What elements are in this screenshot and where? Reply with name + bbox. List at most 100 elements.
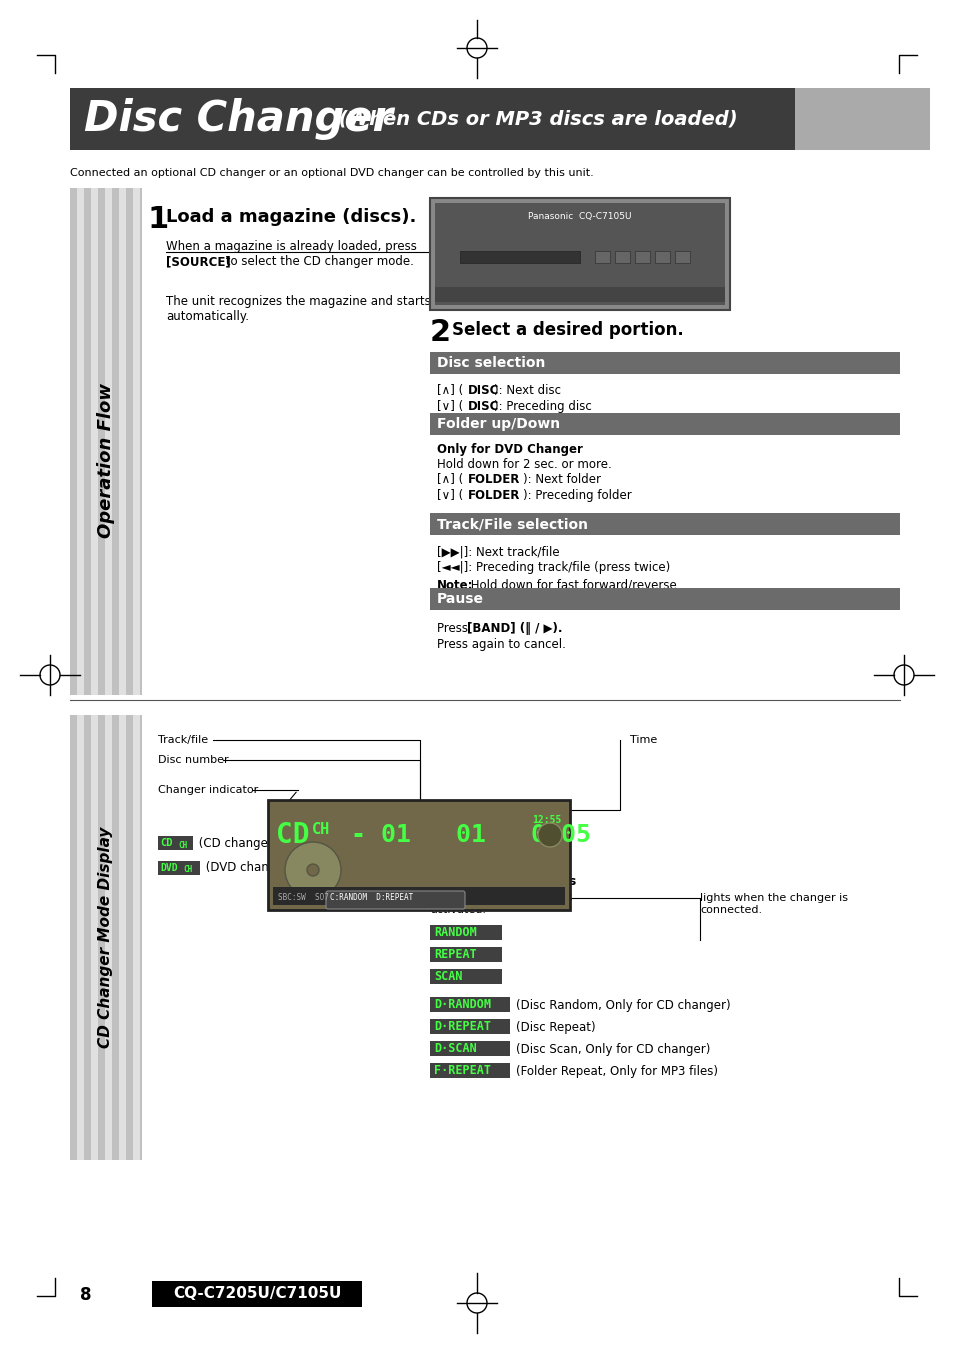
Bar — [98, 715, 105, 1161]
Bar — [430, 925, 501, 940]
Bar — [675, 251, 689, 263]
Text: Connected an optional CD changer or an optional DVD changer can be controlled by: Connected an optional CD changer or an o… — [70, 168, 593, 178]
Bar — [435, 286, 724, 303]
Text: Press again to cancel.: Press again to cancel. — [436, 638, 565, 651]
Text: - 01   01   0'05: - 01 01 0'05 — [335, 823, 590, 847]
Text: D·RANDOM: D·RANDOM — [434, 998, 491, 1012]
Text: (When CDs or MP3 discs are loaded): (When CDs or MP3 discs are loaded) — [332, 109, 737, 128]
Bar — [158, 836, 193, 850]
Text: [∧] (: [∧] ( — [436, 473, 463, 486]
Bar — [105, 715, 112, 1161]
Bar — [430, 1019, 510, 1034]
Text: When a magazine is already loaded, press: When a magazine is already loaded, press — [166, 240, 416, 253]
Text: Folder up/Down: Folder up/Down — [436, 417, 559, 431]
Bar — [140, 188, 142, 694]
Bar — [430, 947, 501, 962]
Bar — [268, 800, 569, 911]
Bar — [430, 997, 510, 1012]
Bar — [70, 88, 794, 150]
Bar — [152, 1281, 361, 1306]
Text: D·SCAN: D·SCAN — [434, 1043, 476, 1055]
Text: [SOURCE]: [SOURCE] — [166, 255, 231, 267]
Bar — [84, 188, 91, 694]
Bar — [77, 188, 84, 694]
Bar — [91, 715, 98, 1161]
Text: [∧] (: [∧] ( — [436, 384, 463, 397]
Text: lights when each mode is: lights when each mode is — [430, 893, 572, 902]
Text: ): Next folder: ): Next folder — [522, 473, 600, 486]
Text: lights when the changer is: lights when the changer is — [700, 893, 847, 902]
Bar — [105, 188, 112, 694]
Bar — [119, 188, 126, 694]
Text: SCAN: SCAN — [434, 970, 462, 984]
Text: C:RANDOM  D:REPEAT: C:RANDOM D:REPEAT — [330, 893, 413, 902]
Text: REPEAT: REPEAT — [434, 948, 476, 962]
Bar — [126, 188, 132, 694]
Text: 8: 8 — [80, 1286, 91, 1304]
Text: CD: CD — [275, 821, 309, 848]
Text: Changer indicator: Changer indicator — [158, 785, 258, 794]
Text: Pause: Pause — [436, 592, 483, 607]
Bar — [430, 969, 501, 984]
Bar — [70, 715, 77, 1161]
Bar — [112, 188, 119, 694]
Text: CH: CH — [183, 866, 193, 874]
Bar — [126, 715, 132, 1161]
Bar — [430, 513, 899, 535]
Bar — [655, 251, 669, 263]
Text: DVD: DVD — [160, 863, 177, 873]
Bar — [77, 715, 84, 1161]
Text: Press: Press — [436, 621, 471, 635]
Circle shape — [285, 842, 340, 898]
Bar — [91, 188, 98, 694]
Text: D·REPEAT: D·REPEAT — [434, 1020, 491, 1034]
Text: Disc Changer: Disc Changer — [84, 99, 393, 141]
Text: ): Next disc: ): Next disc — [494, 384, 560, 397]
Bar — [430, 1063, 510, 1078]
Text: Only for DVD Changer: Only for DVD Changer — [436, 443, 582, 457]
Text: connected.: connected. — [700, 905, 761, 915]
Bar — [84, 715, 91, 1161]
Text: Disc selection: Disc selection — [436, 357, 545, 370]
Text: ): Preceding folder: ): Preceding folder — [522, 489, 631, 503]
Text: [▶▶|]: Next track/file: [▶▶|]: Next track/file — [436, 544, 559, 558]
Text: (Disc Repeat): (Disc Repeat) — [516, 1020, 595, 1034]
Bar — [140, 715, 142, 1161]
Text: Play Mode indicators: Play Mode indicators — [430, 875, 576, 888]
Bar — [70, 188, 77, 694]
Text: 12:55: 12:55 — [532, 815, 560, 825]
Bar — [132, 715, 140, 1161]
Text: Time: Time — [629, 735, 657, 744]
Text: ): Preceding disc: ): Preceding disc — [494, 400, 591, 413]
Circle shape — [307, 865, 318, 875]
Text: DISC: DISC — [468, 384, 498, 397]
Text: Load a magazine (discs).: Load a magazine (discs). — [166, 208, 416, 226]
Text: RANDOM: RANDOM — [434, 927, 476, 939]
Text: (Disc Scan, Only for CD changer): (Disc Scan, Only for CD changer) — [516, 1043, 710, 1055]
Text: FOLDER: FOLDER — [468, 489, 519, 503]
Text: [BAND] (‖ / ▶).: [BAND] (‖ / ▶). — [467, 621, 562, 635]
Bar — [132, 188, 140, 694]
Bar — [430, 353, 899, 374]
Text: Hold down for fast forward/reverse.: Hold down for fast forward/reverse. — [467, 580, 679, 592]
Text: CH: CH — [312, 823, 330, 838]
Bar — [119, 715, 126, 1161]
Text: The unit recognizes the magazine and starts playing
automatically.: The unit recognizes the magazine and sta… — [166, 295, 477, 323]
Text: Panasonic  CQ-C7105U: Panasonic CQ-C7105U — [528, 212, 631, 220]
Text: CD Changer Mode Display: CD Changer Mode Display — [98, 827, 113, 1047]
Text: Disc number: Disc number — [158, 755, 229, 765]
Bar — [430, 588, 899, 611]
Bar — [794, 88, 929, 150]
Bar — [430, 413, 899, 435]
Circle shape — [537, 823, 561, 847]
Bar — [98, 188, 105, 694]
Text: Track/file: Track/file — [158, 735, 208, 744]
Text: DISC: DISC — [468, 400, 498, 413]
Text: Select a desired portion.: Select a desired portion. — [452, 322, 683, 339]
Text: Track/File selection: Track/File selection — [436, 517, 587, 531]
Text: 1: 1 — [148, 205, 169, 234]
FancyBboxPatch shape — [326, 892, 464, 909]
Bar — [615, 251, 629, 263]
Text: to select the CD changer mode.: to select the CD changer mode. — [222, 255, 414, 267]
Text: activated.: activated. — [430, 905, 485, 915]
